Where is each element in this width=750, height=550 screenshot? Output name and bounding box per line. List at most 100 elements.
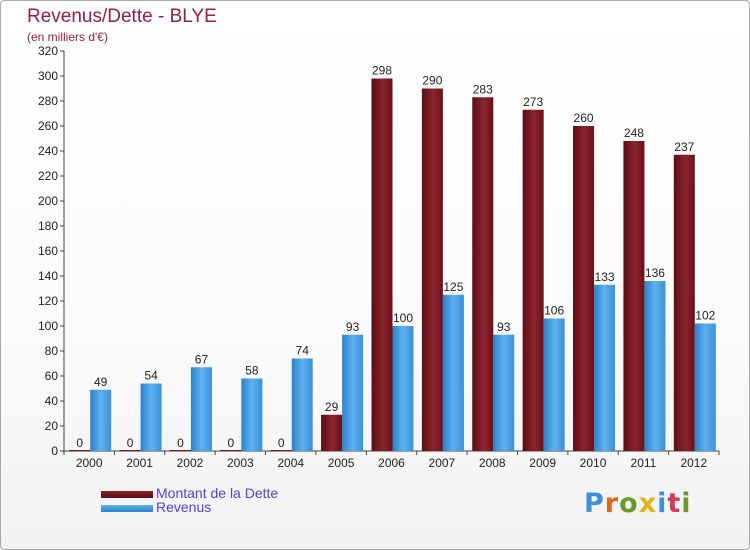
bar-dette — [119, 450, 141, 451]
x-tick-label: 2005 — [328, 456, 355, 470]
data-label-dette: 298 — [372, 64, 392, 78]
x-tick-label: 2008 — [479, 456, 506, 470]
data-label-revenus: 93 — [346, 320, 360, 334]
bar-revenus — [140, 383, 162, 451]
data-label-dette: 273 — [523, 95, 543, 109]
y-tick-label: 240 — [38, 144, 58, 158]
y-tick-label: 20 — [45, 419, 59, 433]
data-label-dette: 0 — [177, 436, 184, 450]
y-tick-label: 220 — [38, 169, 58, 183]
bar-dette — [270, 450, 292, 451]
data-label-dette: 0 — [228, 436, 235, 450]
logo-letter: r — [604, 488, 620, 519]
y-tick-label: 140 — [38, 269, 58, 283]
data-label-revenus: 102 — [695, 309, 715, 323]
x-tick-label: 2012 — [680, 456, 707, 470]
x-tick-label: 2004 — [277, 456, 304, 470]
bar-revenus — [543, 318, 565, 451]
data-label-revenus: 58 — [245, 364, 259, 378]
bar-revenus — [493, 334, 515, 451]
y-tick-label: 120 — [38, 294, 58, 308]
legend-label-dette: Montant de la Dette — [156, 485, 279, 501]
bar-dette — [673, 154, 695, 451]
data-label-revenus: 93 — [497, 320, 511, 334]
x-tick-label: 2002 — [177, 456, 204, 470]
bar-dette — [421, 88, 443, 451]
data-label-revenus: 74 — [296, 344, 310, 358]
proxiti-logo: Proxiti — [584, 488, 692, 519]
legend-label-revenus: Revenus — [156, 499, 212, 515]
bar-revenus — [594, 284, 616, 451]
x-tick-label: 2009 — [529, 456, 556, 470]
data-label-dette: 0 — [76, 436, 83, 450]
bar-revenus — [90, 389, 112, 451]
bar-revenus — [644, 281, 666, 451]
value-labels: 0 49 0 54 0 67 0 58 0 74 29 93 298 100 290 125 283 93 273 1… — [76, 64, 715, 451]
data-label-dette: 248 — [624, 126, 644, 140]
bar-dette — [623, 141, 645, 451]
bar-dette — [69, 450, 91, 451]
data-label-dette: 0 — [127, 436, 134, 450]
x-tick-label: 2001 — [126, 456, 153, 470]
data-label-revenus: 136 — [645, 266, 665, 280]
y-tick-label: 100 — [38, 319, 58, 333]
bar-revenus — [694, 323, 716, 451]
y-tick-label: 80 — [45, 344, 59, 358]
x-tick-label: 2011 — [631, 456, 657, 470]
x-tick-label: 2006 — [378, 456, 405, 470]
x-tick-label: 2007 — [429, 456, 456, 470]
bar-dette — [522, 109, 544, 451]
data-label-dette: 0 — [278, 436, 285, 450]
bars — [69, 78, 716, 451]
y-tick-label: 200 — [38, 194, 58, 208]
y-tick-label: 40 — [45, 394, 59, 408]
y-tick-label: 280 — [38, 94, 58, 108]
data-label-revenus: 49 — [94, 375, 108, 389]
bar-revenus — [442, 294, 464, 451]
data-label-revenus: 100 — [393, 311, 413, 325]
x-tick-label: 2003 — [227, 456, 254, 470]
y-tick-label: 60 — [45, 369, 59, 383]
bar-revenus — [392, 326, 414, 451]
legend-swatch-revenus — [101, 505, 153, 512]
data-label-revenus: 125 — [443, 280, 463, 294]
logo-letter: i — [657, 488, 668, 519]
y-tick-label: 160 — [38, 244, 58, 258]
y-tick-label: 300 — [38, 69, 58, 83]
data-label-dette: 283 — [473, 82, 493, 96]
logo-letter: x — [638, 488, 658, 519]
bar-dette — [169, 450, 191, 451]
bar-revenus — [241, 378, 263, 451]
logo-letter: o — [619, 488, 639, 519]
logo-letter: P — [584, 488, 605, 519]
y-tick-label: 0 — [51, 444, 58, 458]
bar-dette — [371, 78, 393, 451]
bar-revenus — [291, 358, 313, 451]
bar-revenus — [342, 334, 364, 451]
legend-swatch-dette — [101, 491, 153, 498]
bar-dette — [573, 126, 595, 451]
data-label-dette: 237 — [674, 140, 694, 154]
bar-dette — [220, 450, 242, 451]
data-label-revenus: 54 — [144, 369, 158, 383]
y-tick-label: 180 — [38, 219, 58, 233]
data-label-revenus: 106 — [544, 304, 564, 318]
data-label-dette: 290 — [422, 74, 442, 88]
bar-dette — [472, 97, 494, 451]
chart-title: Revenus/Dette - BLYE — [27, 6, 217, 27]
data-label-dette: 29 — [325, 400, 339, 414]
logo-letter: i — [681, 488, 692, 519]
y-tick-label: 260 — [38, 119, 58, 133]
data-label-revenus: 67 — [195, 352, 209, 366]
chart-subtitle: (en milliers d'€) — [27, 30, 108, 44]
y-tick-label: 320 — [38, 44, 58, 58]
bar-dette — [321, 414, 343, 451]
data-label-revenus: 133 — [595, 270, 615, 284]
x-tick-label: 2010 — [580, 456, 607, 470]
logo-letter: t — [667, 488, 682, 519]
bar-revenus — [190, 367, 212, 451]
data-label-dette: 260 — [574, 111, 594, 125]
x-tick-label: 2000 — [76, 456, 103, 470]
